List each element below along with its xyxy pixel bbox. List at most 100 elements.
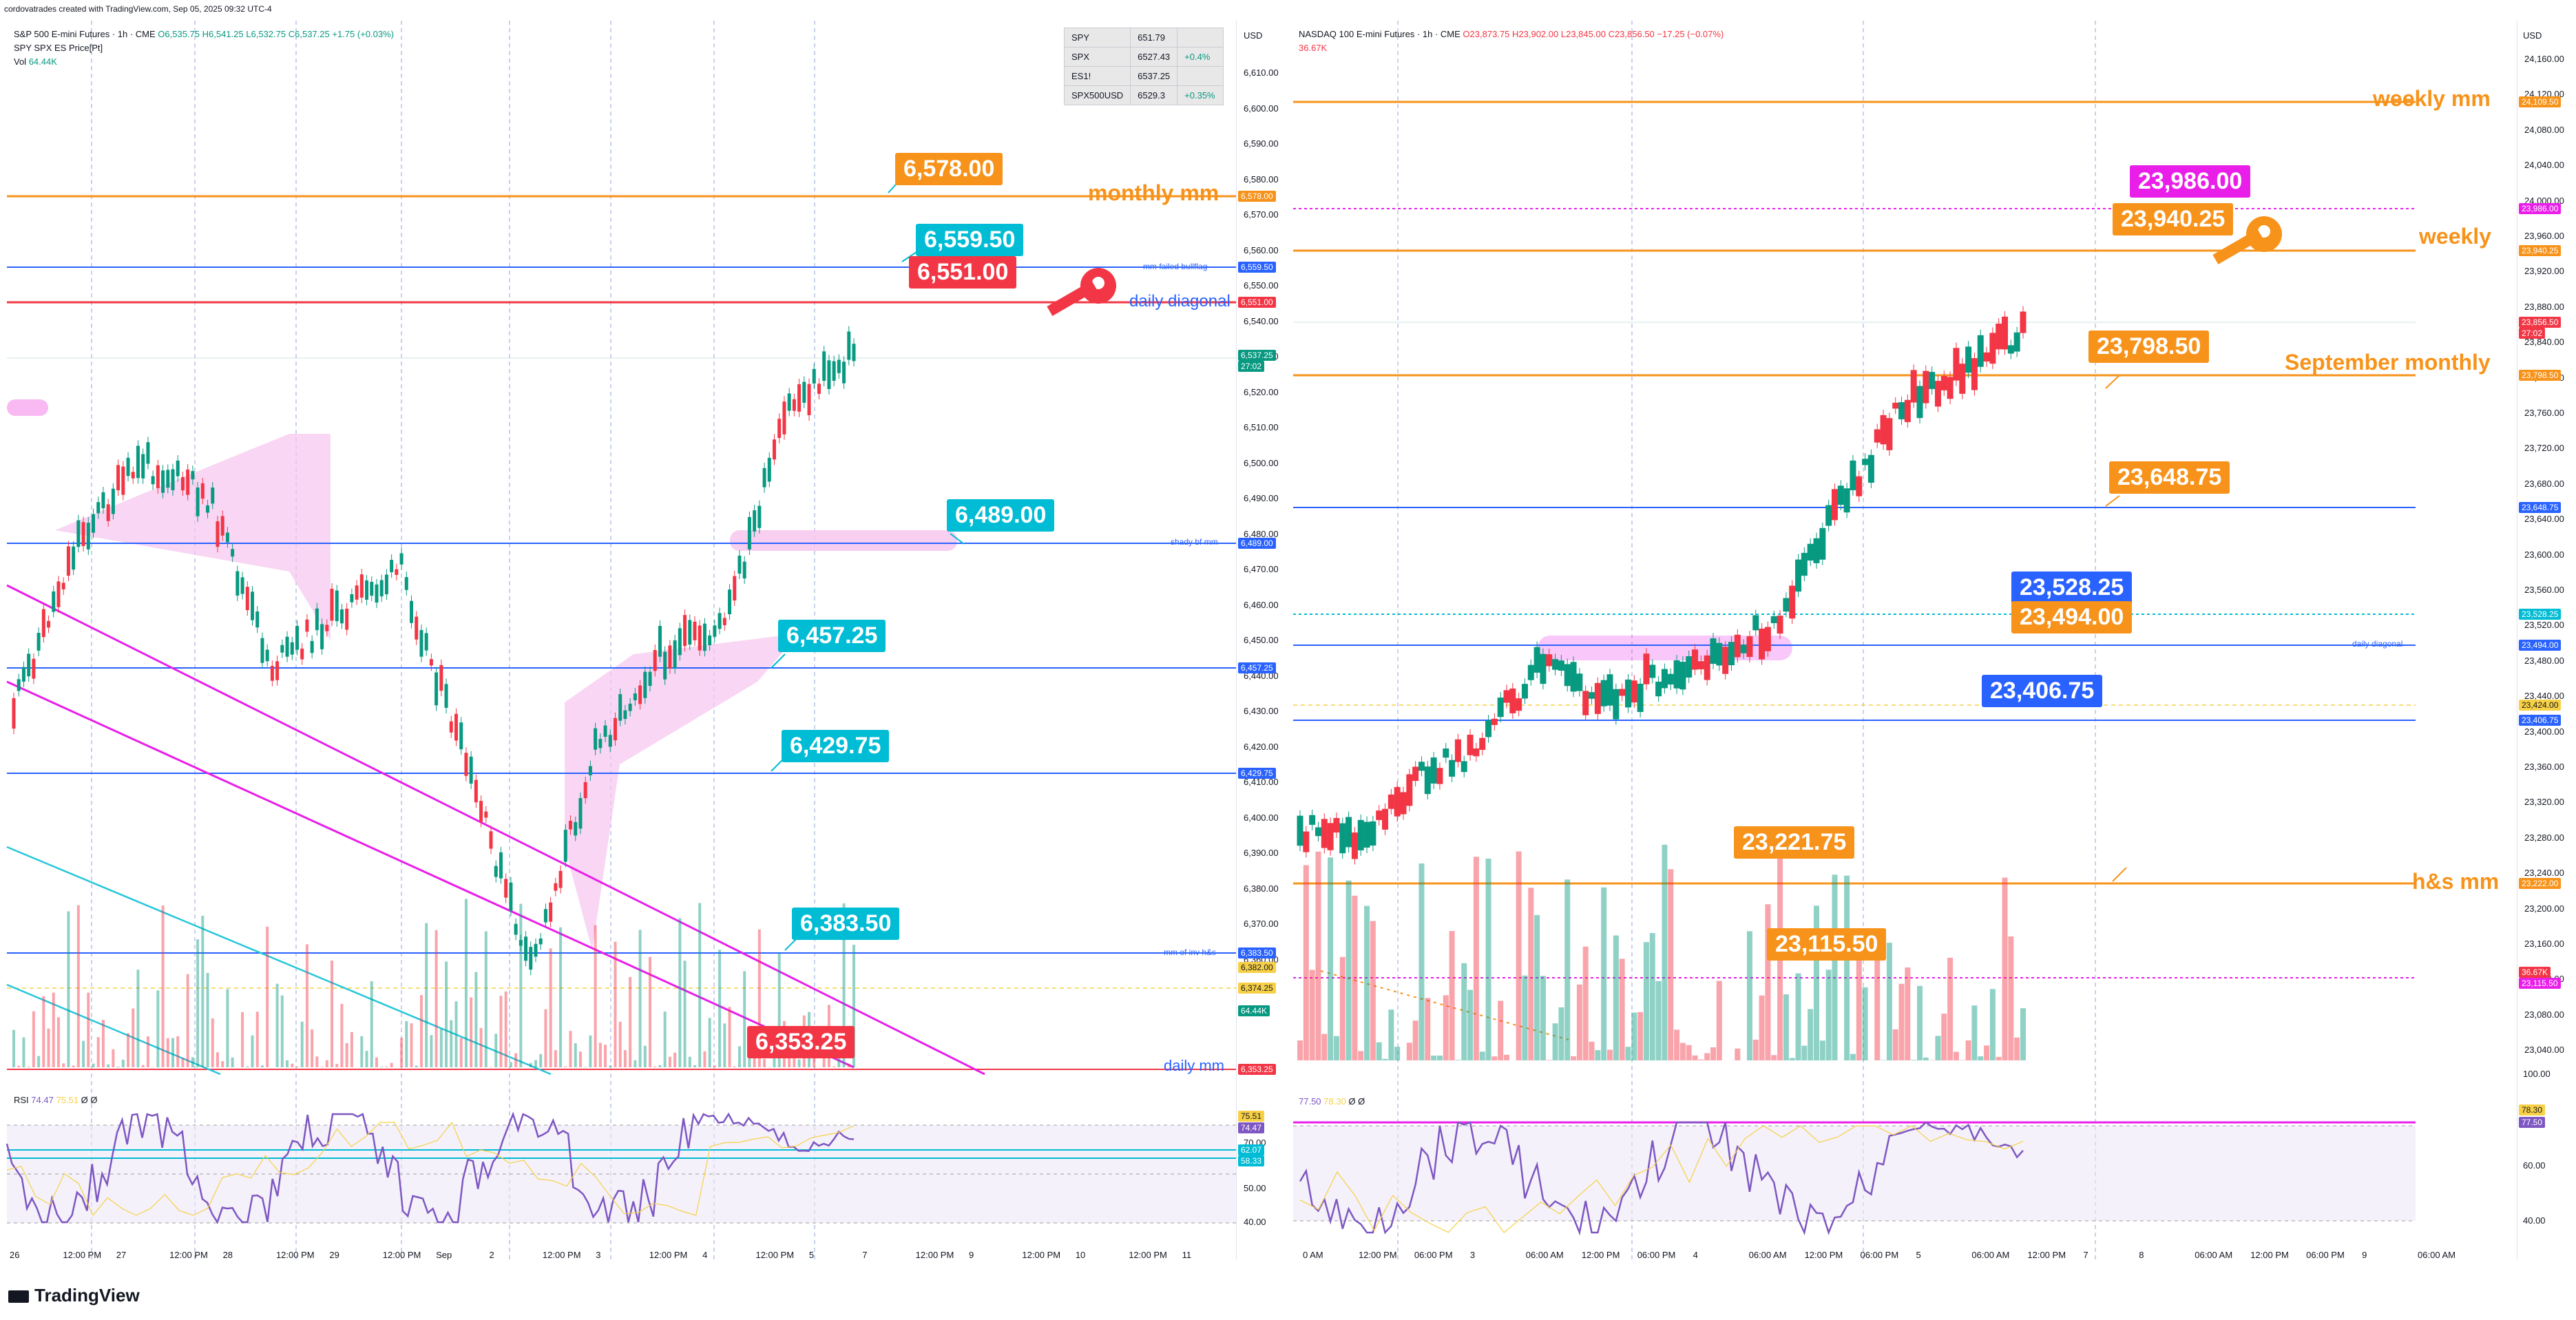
watchlist-row[interactable]: SPX500USD 6529.3 +0.35% xyxy=(1063,85,1224,105)
volume-bar xyxy=(509,1062,512,1067)
volume-bar xyxy=(425,923,428,1067)
tag-23424: 23,424.00 xyxy=(2519,700,2562,711)
candle-body xyxy=(837,359,841,373)
tag-23528: 23,528.25 xyxy=(2519,609,2562,620)
right-rsi-empty-1: Ø xyxy=(1348,1096,1356,1107)
left-time-axis[interactable]: 26 12:00 PM 27 12:00 PM 28 12:00 PM 29 12:00 PM… xyxy=(0,1250,1236,1270)
volume-bar xyxy=(1783,994,1789,1060)
time-tick: 10 xyxy=(1075,1250,1086,1260)
volume-bar xyxy=(668,1056,671,1067)
rsi-tag-ma: 75.51 xyxy=(1238,1111,1265,1122)
watchlist-row[interactable]: SPX 6527.43 +0.4% xyxy=(1063,47,1224,67)
volume-bar xyxy=(1674,1029,1680,1060)
candle-body xyxy=(1546,654,1553,667)
right-symbol-title[interactable]: NASDAQ 100 E-mini Futures · 1h · CME xyxy=(1299,29,1460,39)
candle-body xyxy=(156,465,160,488)
right-rsi-empty-2: Ø xyxy=(1358,1096,1365,1107)
volume-bar xyxy=(1571,1056,1577,1060)
left-chart-pane[interactable]: S&P 500 E-mini Futures · 1h · CME O6,535… xyxy=(0,21,1288,1260)
price-tick: 23,640.00 xyxy=(2524,514,2564,525)
volume-bar xyxy=(1832,874,1838,1060)
candle-body xyxy=(842,362,846,384)
right-rsi-ma-value: 78.30 xyxy=(1323,1096,1346,1107)
candle-body xyxy=(295,626,299,650)
watchlist-symbol: SPY xyxy=(1063,28,1131,48)
callout-6551: 6,551.00 xyxy=(909,256,1017,289)
watchlist-row[interactable]: SPY 651.79 xyxy=(1063,28,1224,48)
volume-bar xyxy=(1339,956,1345,1060)
callout-23986: 23,986.00 xyxy=(2130,165,2251,198)
rsi-tag-62: 62.07 xyxy=(1238,1144,1265,1155)
volume-bar xyxy=(1989,989,1996,1060)
volume-bar xyxy=(196,939,200,1067)
volume-bar xyxy=(42,996,45,1067)
volume-bar xyxy=(1345,880,1352,1060)
candle-body xyxy=(260,638,264,663)
volume-bar xyxy=(1771,1055,1777,1060)
volume-bar xyxy=(1819,1040,1825,1060)
right-time-axis[interactable]: 0 AM 12:00 PM 06:00 PM 3 06:00 AM 12:00 PM 06:… xyxy=(1293,1250,2517,1270)
left-symbol-title[interactable]: S&P 500 E-mini Futures · 1h · CME xyxy=(14,29,156,39)
left-compare-line[interactable]: SPY SPX ES Price[Pt] xyxy=(14,43,103,53)
candle-body xyxy=(320,624,324,649)
watchlist-symbol: SPX500USD xyxy=(1063,85,1131,105)
tradingview-logo[interactable]: TradingView xyxy=(8,1285,140,1306)
rsi-tag-value: 74.47 xyxy=(1238,1122,1265,1133)
candle-body xyxy=(658,625,662,657)
candle-body xyxy=(777,419,782,439)
volume-bar xyxy=(1309,970,1315,1060)
right-volume-value[interactable]: 36.67K xyxy=(1299,43,1328,53)
candle-body xyxy=(285,636,289,657)
left-rsi-legend[interactable]: RSI 74.47 75.51 Ø Ø xyxy=(14,1095,98,1105)
volume-bar xyxy=(757,929,761,1067)
watchlist-price: 6527.43 xyxy=(1130,47,1178,67)
watchlist-widget[interactable]: SPY 651.79 SPX 6527.43 +0.4% ES1! 6537.25 SPX50… xyxy=(1063,28,1224,105)
candle-body xyxy=(191,471,195,480)
brand-text: TradingView xyxy=(34,1285,140,1306)
candle-body xyxy=(424,633,428,651)
candle-body xyxy=(538,939,543,945)
left-price-axis[interactable]: USD 6,610.00 6,600.00 6,590.00 6,580.00 6,57… xyxy=(1236,21,1288,1260)
volume-bar xyxy=(291,1063,294,1067)
volume-bar xyxy=(534,1060,537,1067)
volume-bar xyxy=(479,1027,483,1067)
time-tick: 12:00 PM xyxy=(63,1250,102,1260)
left-volume-legend[interactable]: Vol 64.44K xyxy=(14,56,57,67)
rsi-tag-58: 58.33 xyxy=(1238,1155,1265,1166)
candle-body xyxy=(27,653,31,677)
candle-body xyxy=(663,651,667,680)
candle-body xyxy=(1777,616,1783,634)
volume-bar xyxy=(186,974,189,1067)
candle-body xyxy=(339,609,344,624)
volume-bar xyxy=(663,1012,667,1067)
watchlist-row[interactable]: ES1! 6537.25 xyxy=(1063,66,1224,86)
time-tick: 2 xyxy=(489,1250,494,1260)
right-price-axis[interactable]: USD 24,160.00 24,120.00 24,080.00 24,040.00… xyxy=(2517,21,2576,1260)
price-tick: 6,570.00 xyxy=(1244,209,1279,220)
candle-body xyxy=(1552,659,1559,670)
volume-bar xyxy=(1425,998,1431,1060)
candle-body xyxy=(290,642,294,655)
time-tick: 12:00 PM xyxy=(1022,1250,1061,1260)
time-tick: 7 xyxy=(2083,1250,2088,1260)
time-tick: Sep xyxy=(436,1250,452,1260)
candle-body xyxy=(1740,645,1747,653)
candle-body xyxy=(1686,656,1693,678)
tag-volume: 64.44K xyxy=(1238,1005,1270,1016)
volume-bar xyxy=(549,948,552,1067)
candle-body xyxy=(384,574,388,595)
right-chart-pane[interactable]: NASDAQ 100 E-mini Futures · 1h · CME O23… xyxy=(1293,21,2519,1260)
candle-body xyxy=(1345,817,1352,848)
candle-body xyxy=(161,470,165,493)
volume-bar xyxy=(852,945,855,1067)
price-tick: 23,960.00 xyxy=(2524,231,2564,241)
volume-bar xyxy=(1862,987,1868,1060)
right-rsi-legend[interactable]: 77.50 78.30 Ø Ø xyxy=(1299,1096,1365,1107)
watchlist-change: +0.35% xyxy=(1177,85,1224,105)
price-tick: 6,410.00 xyxy=(1244,777,1279,787)
candle-body xyxy=(578,798,583,829)
volume-bar xyxy=(1582,946,1589,1060)
tag-6382: 6,382.00 xyxy=(1238,962,1276,973)
volume-bar xyxy=(82,1040,85,1067)
volume-bar xyxy=(464,899,468,1067)
